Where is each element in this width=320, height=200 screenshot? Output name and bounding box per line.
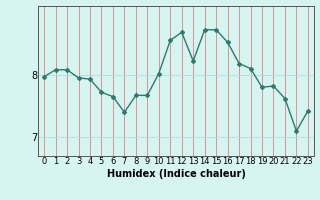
X-axis label: Humidex (Indice chaleur): Humidex (Indice chaleur) [107,169,245,179]
